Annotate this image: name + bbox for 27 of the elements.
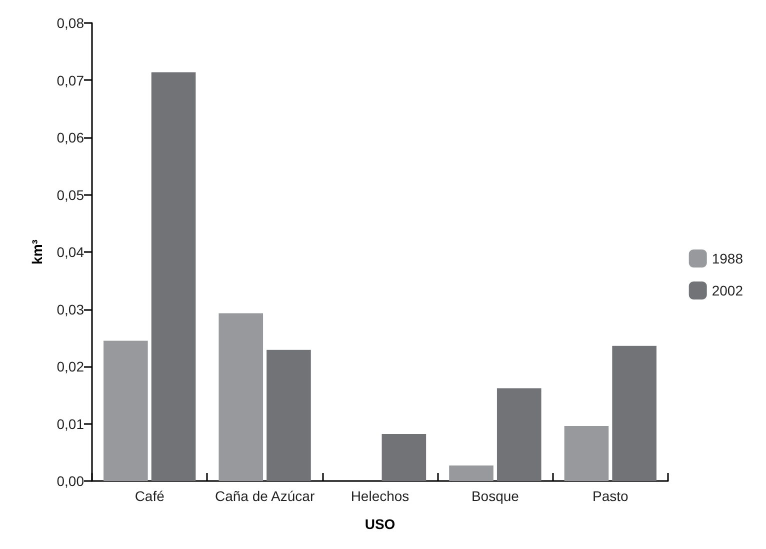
x-tick-label: Café [134, 488, 165, 504]
y-axis-title: km³ [29, 239, 45, 264]
bar [496, 388, 542, 481]
y-tick-label: 0,03 [56, 301, 84, 318]
bar [151, 72, 196, 481]
bar [266, 350, 311, 481]
bar [104, 340, 148, 481]
y-tick-label: 0,06 [56, 130, 84, 146]
bar [382, 434, 426, 481]
legend-label: 2002 [712, 282, 744, 298]
x-tick-label: Helechos [350, 488, 410, 504]
y-tick-label: 0,01 [56, 416, 84, 432]
x-tick-label: Bosque [471, 488, 520, 504]
legend-label: 1988 [712, 250, 744, 266]
bar [449, 466, 494, 481]
y-tick-label: 0,04 [56, 244, 84, 260]
bar [612, 346, 656, 481]
y-tick-label: 0,02 [56, 358, 84, 374]
y-tick-label: 0,05 [56, 186, 84, 203]
y-tick-label: 0,00 [56, 473, 84, 489]
y-tick-label: 0,07 [56, 72, 84, 88]
x-axis-title: USO [364, 516, 396, 532]
x-tick-label: Caña de Azúcar [214, 488, 315, 504]
bar [564, 426, 609, 481]
y-tick-label: 0,08 [56, 15, 84, 31]
bar [218, 313, 264, 481]
x-tick-label: Pasto [592, 488, 629, 504]
